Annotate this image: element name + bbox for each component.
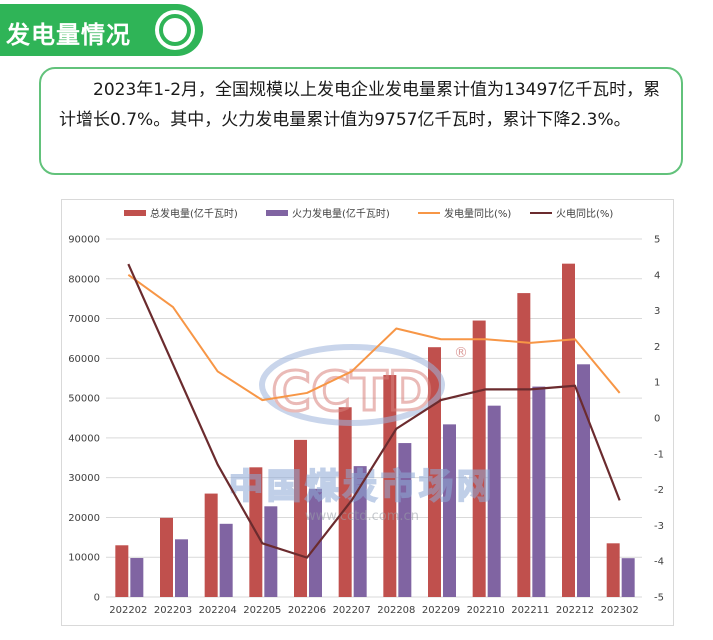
x-tick-label: 202205: [243, 605, 281, 616]
left-tick-label: 60000: [68, 354, 100, 365]
right-tick-label: 0: [654, 414, 660, 425]
bar-total: [115, 545, 129, 597]
line-thermal-yoy: [127, 263, 621, 559]
legend-swatch: [266, 210, 288, 216]
x-tick-label: 202204: [199, 605, 237, 616]
right-tick-label: 3: [654, 306, 660, 317]
x-tick-label: 202202: [109, 605, 147, 616]
chart-bars: [115, 263, 635, 597]
right-tick-label: 1: [654, 378, 660, 389]
bar-thermal: [219, 523, 233, 597]
bar-thermal: [130, 558, 144, 597]
right-tick-label: -2: [654, 485, 664, 496]
legend-item: 火力发电量(亿千瓦时): [266, 207, 390, 220]
bar-total: [383, 375, 397, 597]
right-tick-label: -5: [654, 593, 664, 604]
bar-thermal: [264, 506, 278, 597]
bar-thermal: [309, 488, 322, 597]
bar-thermal: [621, 558, 635, 597]
section-title: 发电量情况: [6, 21, 131, 49]
chart-lines: [127, 263, 621, 559]
bar-thermal: [353, 466, 367, 597]
summary-box: 2023年1-2月，全国规模以上发电企业发电量累计值为13497亿千瓦时，累计增…: [39, 67, 683, 175]
legend-label: 火力发电量(亿千瓦时): [292, 207, 390, 220]
legend-item: 火电同比(%): [530, 207, 613, 220]
watermark-url: www.cctd.com.cn: [305, 509, 419, 524]
left-tick-label: 50000: [68, 394, 100, 405]
watermark-logo: CCTD: [272, 360, 433, 423]
legend-label: 发电量同比(%): [444, 207, 511, 220]
x-tick-label: 202209: [422, 605, 460, 616]
x-tick-label: 202210: [467, 605, 505, 616]
legend-item: 总发电量(亿千瓦时): [124, 207, 238, 220]
bar-total: [338, 407, 352, 597]
left-tick-label: 10000: [68, 553, 100, 564]
bar-thermal: [175, 539, 188, 597]
left-tick-label: 20000: [68, 513, 100, 524]
bar-total: [160, 517, 173, 597]
right-tick-label: 4: [654, 270, 660, 281]
legend-item: 发电量同比(%): [418, 207, 511, 220]
x-tick-label: 202203: [154, 605, 192, 616]
x-tick-label: 202208: [377, 605, 415, 616]
chart-axes: 0 10000 20000 30000 40000 50000 60000 70000 8000…: [68, 235, 664, 617]
watermark-logo-ring-icon: [259, 344, 445, 426]
bar-thermal: [443, 424, 456, 597]
x-tick-label: 202207: [333, 605, 371, 616]
chart-gridlines: [106, 238, 642, 598]
right-tick-label: 5: [654, 235, 660, 246]
x-tick-label: 202211: [511, 605, 549, 616]
legend-label: 火电同比(%): [556, 207, 613, 220]
chart-legend: 总发电量(亿千瓦时) 火力发电量(亿千瓦时) 发电量同比(%) 火电同比(%): [124, 207, 613, 220]
bar-thermal: [398, 443, 412, 597]
bar-total: [562, 263, 575, 597]
section-header: 发电量情况: [0, 4, 203, 56]
watermark-cn-name: 中国煤炭市场网: [229, 467, 495, 507]
circle-icon: [155, 10, 195, 50]
bar-total: [472, 320, 486, 597]
left-tick-label: 80000: [68, 274, 100, 285]
bar-total: [428, 347, 441, 597]
bar-thermal: [532, 386, 546, 597]
line-total-yoy: [127, 273, 621, 402]
left-tick-label: 0: [94, 593, 100, 604]
right-tick-label: -4: [654, 557, 664, 568]
chart-container: CCTD ® 中国煤炭市场网 www.cctd.com.cn 0 10000 200…: [61, 199, 674, 626]
left-tick-label: 40000: [68, 433, 100, 444]
left-tick-label: 70000: [68, 314, 100, 325]
left-tick-label: 90000: [68, 235, 100, 246]
right-tick-label: 2: [654, 342, 660, 353]
x-tick-label: 202206: [288, 605, 326, 616]
bar-thermal: [577, 364, 590, 597]
legend-label: 总发电量(亿千瓦时): [150, 207, 238, 220]
x-tick-label: 202212: [556, 605, 594, 616]
bar-total: [606, 543, 620, 597]
watermark-registered: ®: [454, 345, 468, 361]
right-tick-label: -3: [654, 521, 664, 532]
bar-thermal: [487, 405, 501, 597]
legend-swatch: [124, 210, 146, 216]
right-tick-label: -1: [654, 449, 664, 460]
left-tick-label: 30000: [68, 473, 100, 484]
bar-total: [517, 293, 531, 597]
combo-chart: CCTD ® 中国煤炭市场网 www.cctd.com.cn 010000200…: [68, 207, 664, 617]
summary-text: 2023年1-2月，全国规模以上发电企业发电量累计值为13497亿千瓦时，累计增…: [59, 80, 661, 130]
bar-total: [204, 493, 218, 597]
x-tick-label: 202302: [601, 605, 639, 616]
